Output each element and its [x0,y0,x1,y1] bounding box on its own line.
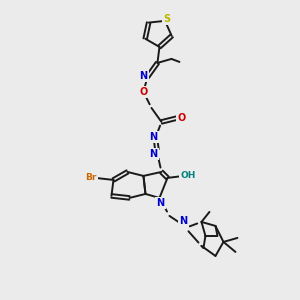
Text: N: N [156,198,164,208]
Text: O: O [177,113,186,123]
Text: OH: OH [181,171,196,180]
Text: Br: Br [85,173,96,182]
Text: S: S [164,14,171,24]
Text: N: N [140,71,148,81]
Text: O: O [139,87,148,97]
Text: N: N [149,132,158,142]
Text: N: N [179,216,188,226]
Text: N: N [149,149,158,159]
